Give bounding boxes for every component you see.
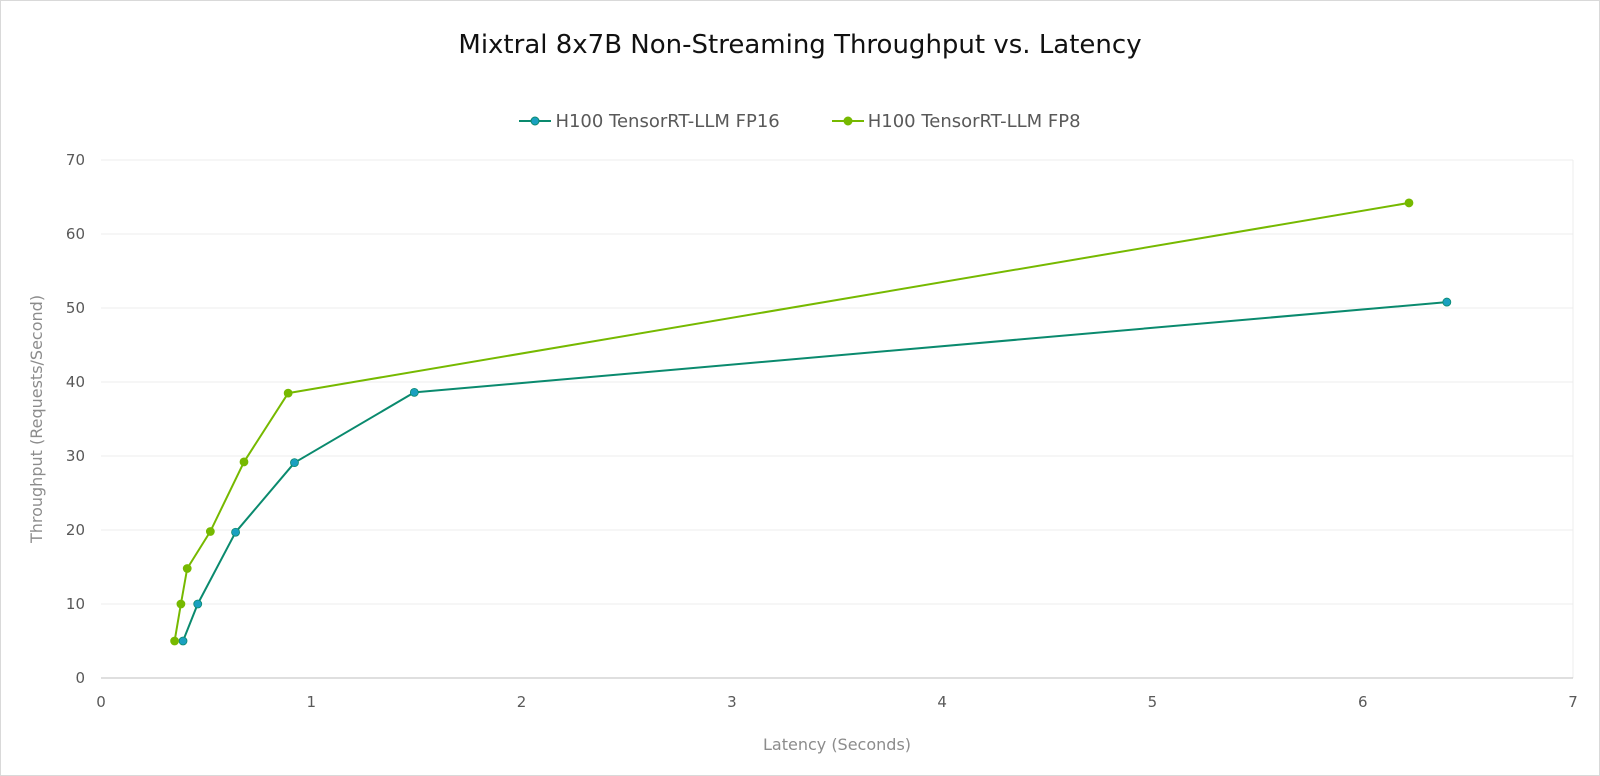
x-tick-label: 0 [96, 693, 106, 711]
y-tick-label: 40 [66, 373, 85, 391]
series-lines [170, 198, 1452, 646]
data-point-fp8 [283, 388, 293, 398]
gridlines [101, 159, 1574, 678]
x-tick-label: 4 [937, 693, 947, 711]
y-tick-label: 70 [66, 151, 85, 169]
series-line-fp8 [173, 201, 1410, 642]
legend-item-fp8: H100 TensorRT-LLM FP8 [831, 110, 1081, 132]
x-tick-label: 6 [1358, 693, 1368, 711]
x-tick-label: 7 [1568, 693, 1578, 711]
data-point-fp8 [176, 599, 186, 609]
data-point-fp16 [193, 599, 203, 609]
y-axis-title: Throughput (Requests/Second) [27, 295, 46, 544]
legend-swatch-fp16 [519, 116, 552, 126]
x-tick-label: 3 [727, 693, 737, 711]
data-point-fp8 [182, 564, 192, 573]
data-point-fp8 [239, 457, 249, 467]
data-point-fp16 [178, 636, 188, 646]
x-tick-label: 2 [517, 693, 527, 711]
data-point-fp16 [1442, 297, 1452, 307]
y-tick-label: 60 [66, 225, 85, 243]
data-point-fp8 [1404, 198, 1414, 208]
x-tick-label: 1 [307, 693, 317, 711]
y-tick-label: 10 [66, 595, 85, 613]
legend-label-fp8: H100 TensorRT-LLM FP8 [867, 110, 1081, 132]
data-point-fp16 [409, 387, 419, 397]
data-point-fp8 [170, 636, 180, 646]
legend: H100 TensorRT-LLM FP16 H100 TensorRT-LLM… [0, 108, 1600, 134]
legend-item-fp16: H100 TensorRT-LLM FP16 [519, 110, 780, 132]
x-axis-title: Latency (Seconds) [763, 735, 911, 754]
y-tick-label: 0 [75, 669, 85, 687]
data-point-fp16 [231, 527, 240, 537]
y-tick-label: 20 [66, 521, 85, 539]
series-line-fp16 [182, 301, 1447, 642]
legend-label-fp16: H100 TensorRT-LLM FP16 [555, 110, 780, 132]
chart-title: Mixtral 8x7B Non-Streaming Throughput vs… [458, 30, 1142, 60]
data-point-fp8 [205, 527, 215, 536]
axes: 0 10 20 30 40 50 60 70 0 1 2 3 4 5 6 7 [66, 151, 1578, 711]
y-tick-label: 50 [66, 299, 85, 317]
data-point-fp16 [290, 458, 299, 468]
legend-swatch-fp8 [831, 116, 864, 126]
x-tick-label: 5 [1148, 693, 1158, 711]
y-tick-label: 30 [66, 447, 85, 465]
